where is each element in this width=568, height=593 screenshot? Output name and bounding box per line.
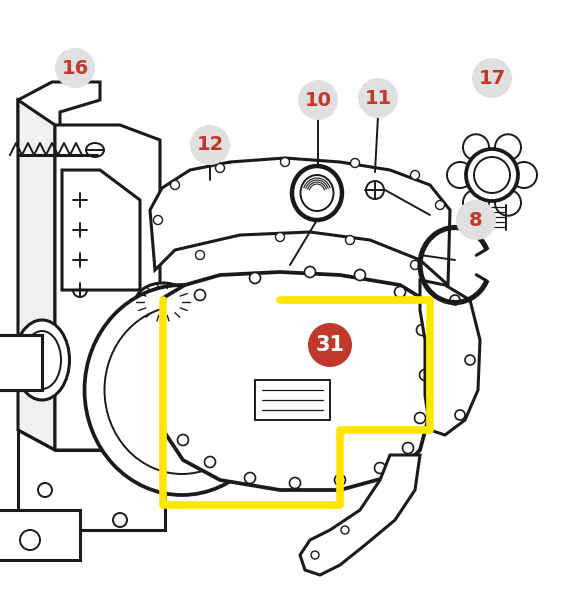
Ellipse shape	[290, 477, 300, 489]
Polygon shape	[163, 272, 428, 490]
Ellipse shape	[335, 474, 345, 486]
Text: 11: 11	[365, 88, 391, 107]
Ellipse shape	[138, 468, 152, 482]
Ellipse shape	[73, 253, 87, 267]
Polygon shape	[0, 510, 80, 560]
Ellipse shape	[416, 324, 428, 336]
Ellipse shape	[345, 235, 354, 244]
Circle shape	[358, 78, 398, 118]
Ellipse shape	[411, 260, 420, 269]
Ellipse shape	[350, 158, 360, 167]
Ellipse shape	[275, 232, 285, 241]
Ellipse shape	[244, 473, 256, 483]
Ellipse shape	[73, 223, 87, 237]
Ellipse shape	[170, 180, 179, 190]
Ellipse shape	[395, 286, 406, 298]
Polygon shape	[62, 170, 140, 290]
Ellipse shape	[436, 200, 445, 209]
Text: 17: 17	[478, 69, 506, 88]
Ellipse shape	[455, 410, 465, 420]
Ellipse shape	[304, 266, 315, 278]
Ellipse shape	[15, 320, 69, 400]
Circle shape	[308, 323, 352, 367]
Ellipse shape	[366, 181, 384, 199]
Ellipse shape	[374, 463, 386, 473]
Ellipse shape	[466, 149, 518, 201]
Ellipse shape	[38, 483, 52, 497]
Polygon shape	[150, 158, 450, 285]
Ellipse shape	[195, 250, 204, 260]
Ellipse shape	[411, 171, 420, 180]
Ellipse shape	[113, 513, 127, 527]
Ellipse shape	[86, 143, 104, 157]
Polygon shape	[18, 82, 100, 145]
Ellipse shape	[447, 162, 473, 188]
Polygon shape	[0, 335, 42, 390]
Ellipse shape	[300, 175, 333, 211]
Ellipse shape	[495, 190, 521, 216]
Text: 10: 10	[304, 91, 332, 110]
Ellipse shape	[20, 530, 40, 550]
Ellipse shape	[354, 269, 365, 280]
Ellipse shape	[463, 134, 489, 160]
Ellipse shape	[465, 355, 475, 365]
Circle shape	[298, 80, 338, 120]
Circle shape	[472, 58, 512, 98]
Ellipse shape	[73, 283, 87, 297]
Polygon shape	[18, 430, 165, 530]
Ellipse shape	[415, 413, 425, 423]
Text: 31: 31	[315, 335, 345, 355]
Text: 16: 16	[61, 59, 89, 78]
Ellipse shape	[153, 215, 162, 225]
Polygon shape	[300, 455, 420, 575]
Ellipse shape	[194, 289, 206, 301]
Polygon shape	[255, 380, 330, 420]
Ellipse shape	[511, 162, 537, 188]
Polygon shape	[18, 100, 55, 450]
Circle shape	[456, 200, 496, 240]
Ellipse shape	[403, 442, 414, 454]
Ellipse shape	[204, 457, 215, 467]
Ellipse shape	[143, 288, 183, 316]
Ellipse shape	[495, 134, 521, 160]
Ellipse shape	[420, 369, 431, 381]
Polygon shape	[55, 125, 160, 450]
Ellipse shape	[463, 190, 489, 216]
Ellipse shape	[215, 164, 224, 173]
Ellipse shape	[292, 166, 342, 220]
Ellipse shape	[23, 331, 61, 389]
Ellipse shape	[249, 273, 261, 283]
Ellipse shape	[177, 435, 189, 445]
Circle shape	[190, 125, 230, 165]
Ellipse shape	[73, 193, 87, 207]
Ellipse shape	[311, 551, 319, 559]
Ellipse shape	[474, 157, 510, 193]
Ellipse shape	[105, 306, 260, 474]
Ellipse shape	[341, 526, 349, 534]
Ellipse shape	[136, 283, 190, 321]
Text: 12: 12	[197, 135, 224, 155]
Polygon shape	[420, 280, 480, 435]
Circle shape	[55, 48, 95, 88]
Text: 8: 8	[469, 211, 483, 229]
Ellipse shape	[85, 285, 279, 495]
Ellipse shape	[281, 158, 290, 167]
Ellipse shape	[450, 295, 460, 305]
